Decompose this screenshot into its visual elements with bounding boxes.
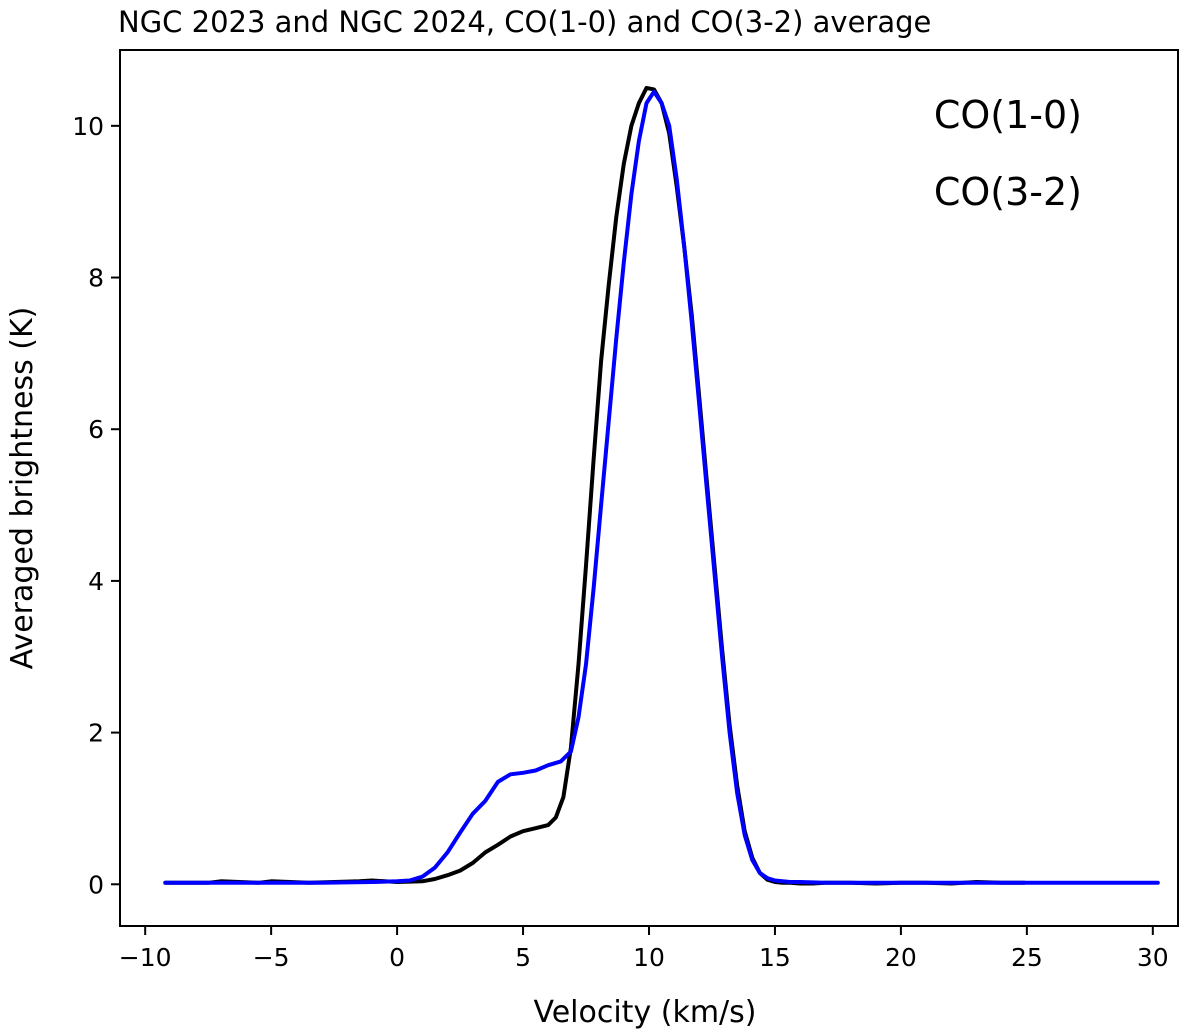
legend-entry-co10: CO(1-0) bbox=[934, 93, 1082, 137]
y-tick-label: 0 bbox=[88, 870, 104, 899]
legend: CO(1-0) CO(3-2) bbox=[934, 93, 1082, 214]
series-line-co-1-0 bbox=[163, 89, 1160, 885]
y-axis-ticks: 0 2 4 6 8 10 bbox=[72, 112, 120, 899]
x-axis-ticks: −10 −5 0 5 10 15 20 25 30 bbox=[119, 926, 1169, 972]
series-lines bbox=[163, 85, 1160, 886]
x-tick-label: 25 bbox=[1011, 943, 1043, 972]
x-tick-label: −10 bbox=[119, 943, 172, 972]
y-tick-label: 6 bbox=[88, 415, 104, 444]
y-tick-label: 10 bbox=[72, 112, 104, 141]
legend-entry-co32: CO(3-2) bbox=[934, 170, 1082, 214]
x-tick-label: 5 bbox=[515, 943, 531, 972]
x-tick-label: 15 bbox=[759, 943, 791, 972]
y-tick-label: 4 bbox=[88, 567, 104, 596]
x-tick-label: 30 bbox=[1137, 943, 1169, 972]
x-tick-label: 10 bbox=[633, 943, 665, 972]
x-tick-label: 0 bbox=[389, 943, 405, 972]
y-axis-label: Averaged brightness (K) bbox=[5, 307, 40, 670]
chart-title: NGC 2023 and NGC 2024, CO(1-0) and CO(3-… bbox=[118, 5, 931, 39]
x-tick-label: −5 bbox=[253, 943, 290, 972]
y-tick-label: 8 bbox=[88, 264, 104, 293]
x-tick-label: 20 bbox=[885, 943, 917, 972]
x-axis-label: Velocity (km/s) bbox=[534, 995, 757, 1030]
y-tick-label: 2 bbox=[88, 719, 104, 748]
series-line-co-3-2 bbox=[163, 85, 1027, 886]
